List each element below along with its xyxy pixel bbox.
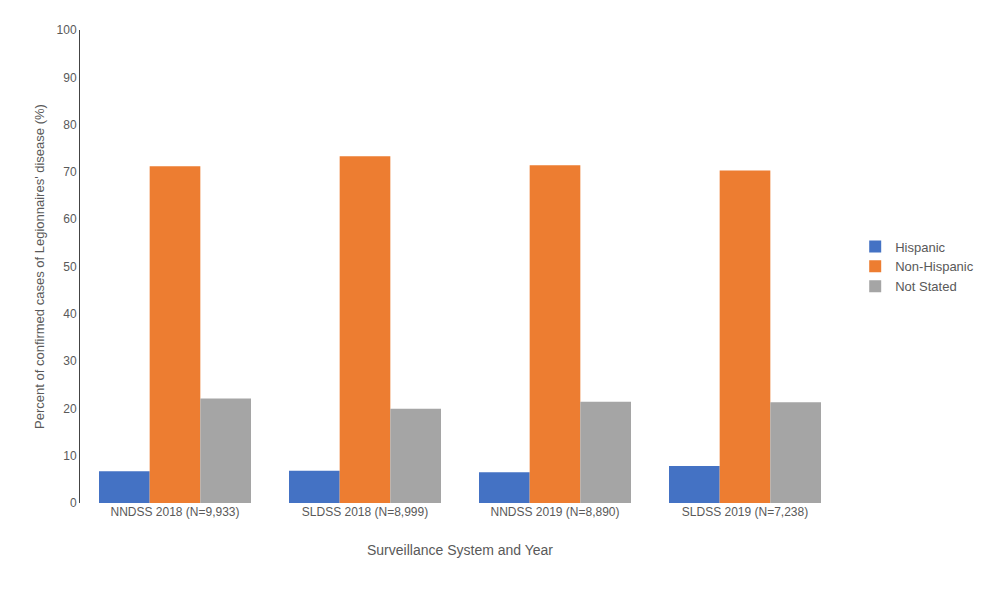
svg-text:100: 100 (57, 23, 77, 37)
svg-text:Percent of confirmed cases of: Percent of confirmed cases of Legionnair… (32, 104, 47, 429)
svg-text:Non-Hispanic: Non-Hispanic (895, 259, 974, 274)
svg-text:Hispanic: Hispanic (895, 240, 945, 255)
svg-text:20: 20 (63, 402, 77, 416)
svg-text:Not Stated: Not Stated (895, 279, 956, 294)
svg-text:SLDSS 2019 (N=7,238): SLDSS 2019 (N=7,238) (682, 505, 808, 519)
svg-text:NNDSS 2018 (N=9,933): NNDSS 2018 (N=9,933) (110, 505, 239, 519)
svg-text:10: 10 (63, 449, 77, 463)
svg-text:80: 80 (63, 118, 77, 132)
svg-text:0: 0 (70, 496, 77, 510)
svg-text:40: 40 (63, 307, 77, 321)
svg-text:60: 60 (63, 212, 77, 226)
svg-text:Surveillance System and Year: Surveillance System and Year (367, 542, 553, 558)
svg-text:SLDSS 2018 (N=8,999): SLDSS 2018 (N=8,999) (302, 505, 428, 519)
svg-text:NNDSS 2019 (N=8,890): NNDSS 2019 (N=8,890) (490, 505, 619, 519)
svg-text:90: 90 (63, 71, 77, 85)
svg-text:50: 50 (63, 260, 77, 274)
svg-text:30: 30 (63, 354, 77, 368)
svg-text:70: 70 (63, 165, 77, 179)
